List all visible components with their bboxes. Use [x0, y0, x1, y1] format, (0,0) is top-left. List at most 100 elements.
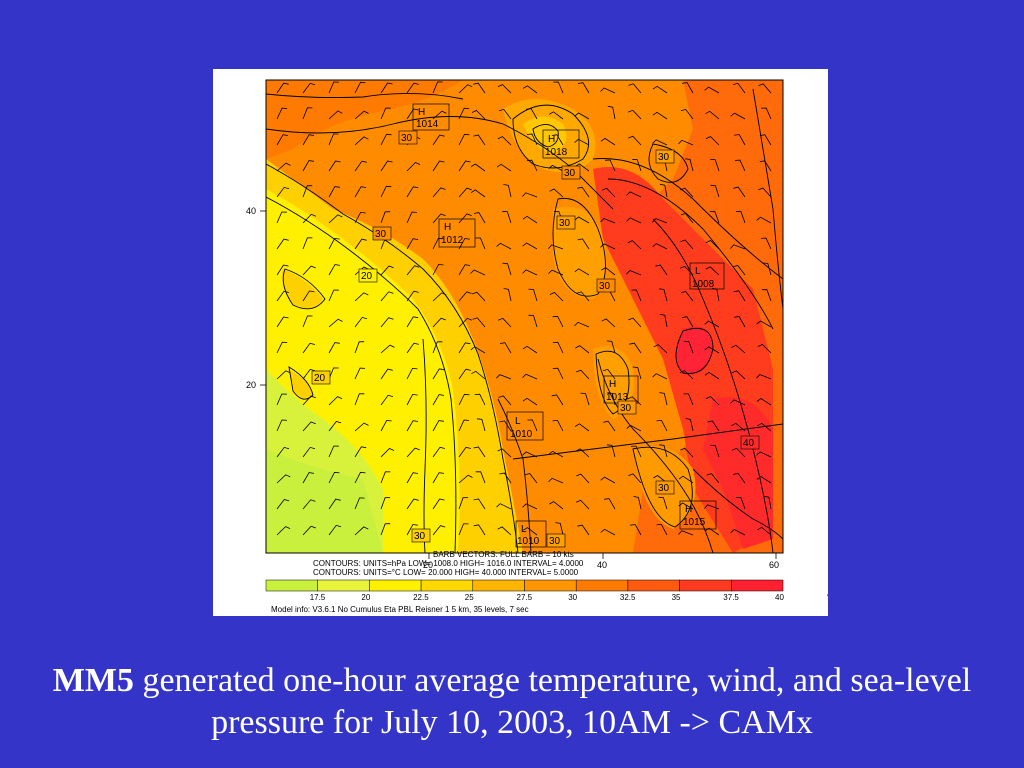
- wind-barb: [522, 85, 538, 94]
- wind-barb: [354, 211, 366, 224]
- wind-barb: [458, 213, 472, 224]
- svg-text:30: 30: [375, 229, 387, 240]
- svg-text:30: 30: [559, 218, 571, 229]
- wind-barb: [631, 289, 642, 302]
- wind-barb: [574, 321, 590, 328]
- wind-barb: [380, 471, 391, 484]
- pressure-value: 1018: [545, 147, 568, 158]
- wind-barb: [580, 392, 590, 406]
- wind-barb: [473, 82, 486, 94]
- wind-barb: [380, 133, 392, 146]
- temp-label: 20: [358, 268, 378, 283]
- wind-barb: [406, 524, 418, 536]
- colorbar-tick-label: 32.5: [620, 593, 636, 602]
- wind-barb: [380, 107, 391, 120]
- wind-barb: [458, 419, 470, 432]
- wind-barb: [678, 139, 694, 146]
- wind-barb: [710, 444, 720, 458]
- wind-barb: [552, 367, 564, 380]
- pressure-center: H 1012: [438, 218, 476, 248]
- wind-barb: [522, 215, 538, 224]
- svg-text:30: 30: [549, 536, 561, 547]
- wind-barb: [302, 368, 316, 380]
- wind-barb: [734, 159, 746, 172]
- wind-barb: [276, 393, 287, 406]
- wind-barb: [302, 213, 317, 224]
- wind-barb: [406, 162, 421, 172]
- wind-barb: [476, 418, 486, 432]
- wind-barb: [328, 524, 342, 536]
- wind-barb: [432, 237, 444, 250]
- wind-barb: [730, 529, 746, 536]
- wind-barb: [652, 373, 668, 380]
- wind-barb: [522, 373, 538, 380]
- wind-barb: [680, 447, 694, 458]
- wind-barb: [276, 474, 291, 484]
- wind-barb: [354, 367, 366, 380]
- wind-barb: [380, 419, 392, 432]
- pressure-labels: H 1014 H 1018 H 1012 L 1008 H 1013: [412, 103, 725, 548]
- wind-barb: [710, 159, 720, 172]
- wind-barb: [732, 82, 746, 94]
- wind-barb: [632, 366, 642, 380]
- wind-barb: [432, 446, 445, 458]
- wind-barb: [552, 315, 564, 328]
- wind-barb: [328, 471, 340, 484]
- wind-barb: [761, 107, 772, 120]
- wind-barb: [354, 238, 367, 250]
- wind-barb: [458, 107, 470, 120]
- wind-barb: [548, 477, 564, 484]
- wind-barb: [328, 110, 343, 120]
- wind-barb: [629, 342, 642, 354]
- wind-barb: [574, 112, 590, 120]
- wind-barb: [761, 289, 772, 302]
- pressure-center: H 1015: [679, 500, 717, 530]
- svg-text:20: 20: [361, 271, 373, 282]
- wind-barb: [756, 374, 772, 380]
- wind-barb: [680, 213, 694, 224]
- wind-barb: [380, 368, 393, 380]
- pressure-center: H 1014: [412, 103, 450, 131]
- wind-barb: [354, 81, 366, 94]
- colorbar-swatch: [369, 579, 422, 592]
- wind-barb: [302, 421, 316, 432]
- wind-barb: [524, 473, 538, 484]
- wind-barb: [458, 446, 471, 458]
- wind-barb: [328, 421, 342, 432]
- weather-map: 40 20 20 40 60 H 1014 H 1018 H 1012: [246, 79, 828, 614]
- pressure-center: L 1010: [506, 411, 544, 441]
- wind-barb: [458, 393, 470, 406]
- wind-barb: [328, 264, 341, 276]
- wind-barb: [652, 139, 668, 146]
- wind-barb: [432, 160, 445, 172]
- wind-barb: [630, 445, 642, 458]
- wind-barb: [458, 160, 471, 172]
- temp-contour-info: CONTOURS: UNITS=°C LOW= 20.000 HIGH= 40.…: [313, 568, 579, 577]
- wind-barb: [633, 496, 642, 510]
- wind-barb: [681, 316, 694, 328]
- wind-barb: [658, 444, 668, 458]
- wind-barb: [458, 133, 470, 146]
- wind-barb: [432, 110, 447, 120]
- wind-barb: [406, 393, 418, 406]
- wind-barb: [606, 444, 616, 458]
- wind-barb: [497, 526, 512, 536]
- wind-barb: [499, 420, 512, 432]
- wind-barb: [302, 265, 316, 276]
- wind-barb: [604, 498, 616, 510]
- wind-barb: [733, 472, 746, 484]
- wind-barb: [380, 291, 394, 302]
- wind-barb: [756, 398, 772, 406]
- wind-barb: [659, 313, 668, 328]
- pressure-value: 1008: [692, 279, 715, 290]
- wind-barb: [522, 345, 538, 354]
- temp-label: 30: [546, 533, 566, 548]
- wind-barb: [730, 244, 746, 250]
- wind-barb: [503, 184, 512, 198]
- wind-barb: [685, 418, 694, 432]
- wind-barb: [328, 342, 340, 354]
- wind-barb: [522, 397, 538, 406]
- pressure-kind: H: [609, 379, 616, 390]
- wind-barb: [328, 186, 340, 198]
- wind-barb: [627, 109, 642, 120]
